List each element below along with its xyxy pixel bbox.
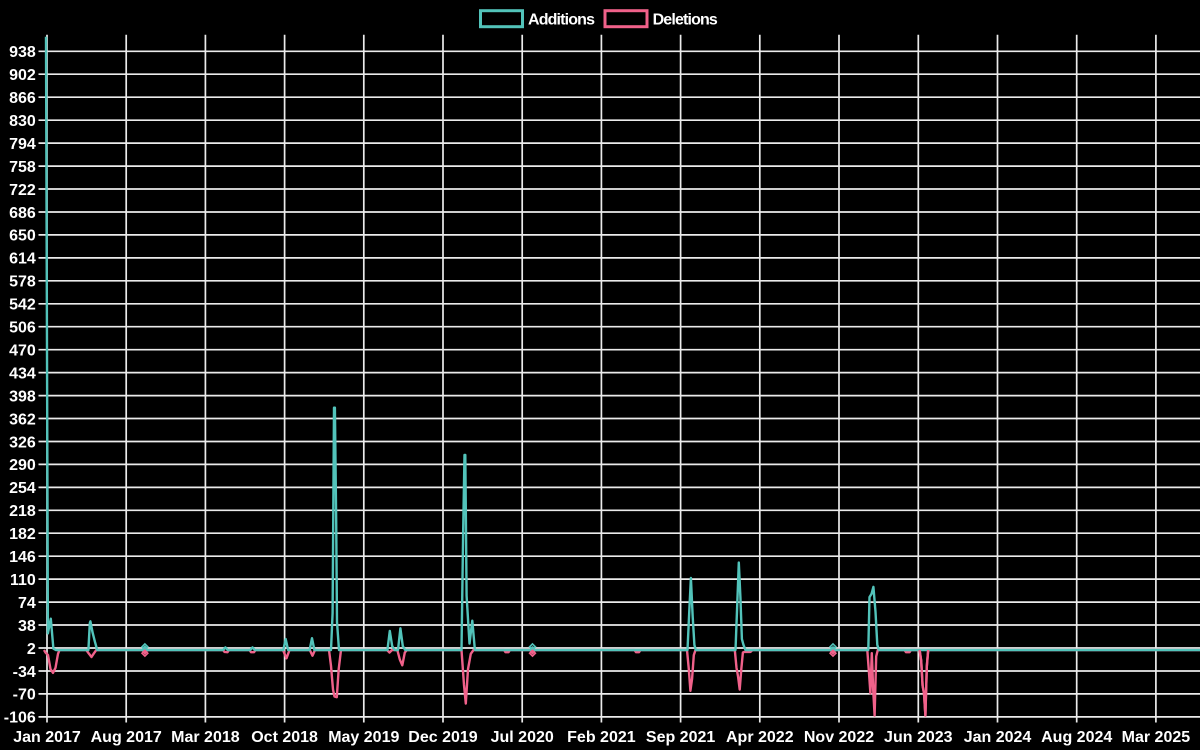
svg-text:Additions: Additions <box>528 12 595 29</box>
svg-text:Feb 2021: Feb 2021 <box>567 729 636 746</box>
svg-text:578: 578 <box>9 274 36 291</box>
svg-text:542: 542 <box>9 297 36 314</box>
svg-text:794: 794 <box>9 136 36 153</box>
svg-text:902: 902 <box>9 67 36 84</box>
svg-text:938: 938 <box>9 44 36 61</box>
svg-text:Jun 2023: Jun 2023 <box>884 729 953 746</box>
svg-text:614: 614 <box>9 251 36 268</box>
svg-text:218: 218 <box>9 503 36 520</box>
svg-text:Nov 2022: Nov 2022 <box>804 729 874 746</box>
svg-text:722: 722 <box>9 182 36 199</box>
svg-text:Dec 2019: Dec 2019 <box>408 729 477 746</box>
svg-text:38: 38 <box>18 618 36 635</box>
svg-text:146: 146 <box>9 549 36 566</box>
svg-text:Jul 2020: Jul 2020 <box>491 729 554 746</box>
svg-text:866: 866 <box>9 90 36 107</box>
svg-text:506: 506 <box>9 320 36 337</box>
svg-text:758: 758 <box>9 159 36 176</box>
svg-text:254: 254 <box>9 480 36 497</box>
svg-text:Jan 2024: Jan 2024 <box>964 729 1032 746</box>
svg-text:326: 326 <box>9 434 36 451</box>
svg-text:Deletions: Deletions <box>653 12 718 29</box>
svg-text:Aug 2024: Aug 2024 <box>1041 729 1112 746</box>
svg-text:Sep 2021: Sep 2021 <box>646 729 715 746</box>
svg-text:Mar 2018: Mar 2018 <box>171 729 240 746</box>
svg-text:650: 650 <box>9 228 36 245</box>
svg-text:Aug 2017: Aug 2017 <box>91 729 162 746</box>
svg-text:-70: -70 <box>13 687 36 704</box>
svg-text:Jan 2017: Jan 2017 <box>13 729 81 746</box>
svg-text:Mar 2025: Mar 2025 <box>1122 729 1191 746</box>
svg-text:May 2019: May 2019 <box>328 729 399 746</box>
svg-text:-106: -106 <box>4 710 36 727</box>
svg-text:398: 398 <box>9 388 36 405</box>
svg-text:74: 74 <box>18 595 36 612</box>
svg-text:290: 290 <box>9 457 36 474</box>
svg-text:362: 362 <box>9 411 36 428</box>
svg-text:686: 686 <box>9 205 36 222</box>
svg-text:-34: -34 <box>13 664 36 681</box>
svg-text:Apr 2022: Apr 2022 <box>726 729 794 746</box>
svg-text:470: 470 <box>9 343 36 360</box>
svg-text:2: 2 <box>27 641 36 658</box>
svg-text:Oct 2018: Oct 2018 <box>251 729 318 746</box>
svg-text:110: 110 <box>10 572 36 589</box>
svg-text:830: 830 <box>9 113 36 130</box>
svg-text:182: 182 <box>9 526 36 543</box>
svg-text:434: 434 <box>9 365 36 382</box>
